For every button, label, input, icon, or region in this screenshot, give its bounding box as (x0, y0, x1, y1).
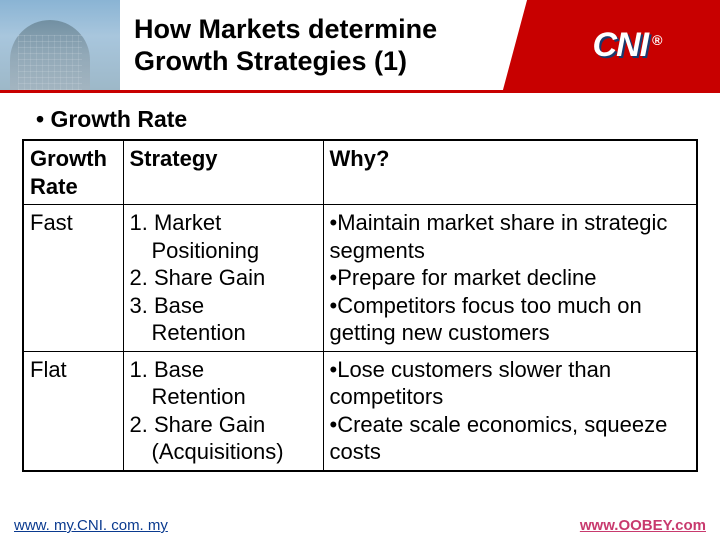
logo-wrap: CNI ® (535, 0, 720, 90)
page-title: How Markets determine Growth Strategies … (134, 13, 437, 78)
registered-icon: ® (652, 32, 662, 48)
cell-rate-flat: Flat (23, 351, 123, 471)
strategy-table: Growth Rate Strategy Why? Fast 1. Market… (22, 139, 698, 472)
cell-rate-fast: Fast (23, 205, 123, 352)
cell-why-fast: •Maintain market share in strategic segm… (323, 205, 697, 352)
col-header-why: Why? (323, 140, 697, 205)
footer-link-right[interactable]: www.OOBEY.com (580, 517, 706, 534)
title-line-2: Growth Strategies (1) (134, 46, 407, 76)
table-row: Flat 1. Base Retention 2. Share Gain (Ac… (23, 351, 697, 471)
cell-why-flat: •Lose customers slower than competitors … (323, 351, 697, 471)
table-header-row: Growth Rate Strategy Why? (23, 140, 697, 205)
building-graphic (10, 20, 90, 90)
title-wrap: How Markets determine Growth Strategies … (120, 0, 535, 90)
col-header-rate: Growth Rate (23, 140, 123, 205)
content: Growth Rate Growth Rate Strategy Why? Fa… (0, 90, 720, 472)
title-line-1: How Markets determine (134, 14, 437, 44)
cell-strategy-flat: 1. Base Retention 2. Share Gain (Acquisi… (123, 351, 323, 471)
footer: www. my.CNI. com. my www.OOBEY.com (0, 517, 720, 534)
brand-logo: CNI ® (593, 26, 663, 65)
footer-link-left[interactable]: www. my.CNI. com. my (14, 517, 168, 534)
col-header-strategy: Strategy (123, 140, 323, 205)
header-underline (0, 90, 720, 93)
logo-text: CNI (593, 26, 649, 65)
header: How Markets determine Growth Strategies … (0, 0, 720, 90)
table-row: Fast 1. Market Positioning 2. Share Gain… (23, 205, 697, 352)
cell-strategy-fast: 1. Market Positioning 2. Share Gain 3. B… (123, 205, 323, 352)
header-photo (0, 0, 120, 90)
bullet-growth-rate: Growth Rate (22, 106, 698, 133)
